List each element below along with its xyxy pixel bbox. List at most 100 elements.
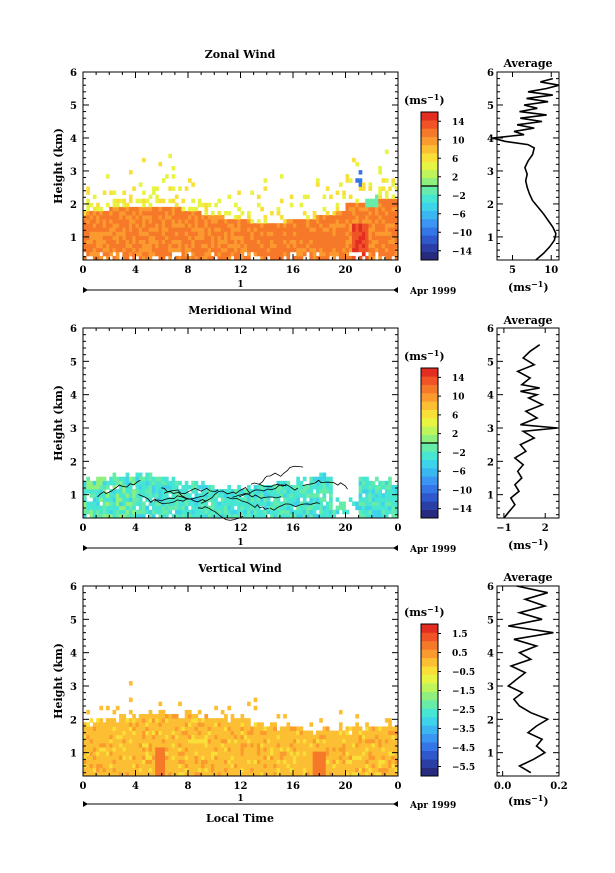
field-cell: [273, 493, 277, 498]
field-cell: [125, 501, 130, 507]
field-cell: [256, 239, 261, 245]
field-cell: [240, 497, 245, 502]
field-cell: [178, 231, 182, 236]
field-cell: [148, 755, 153, 760]
field-cell: [142, 738, 146, 744]
field-cell: [253, 501, 258, 507]
field-cell: [352, 767, 356, 773]
field-cell: [243, 247, 248, 253]
field-cell: [109, 722, 113, 727]
colorbar-label: 2: [452, 173, 458, 183]
field-cell: [96, 505, 100, 511]
field-cell: [210, 493, 215, 498]
field-cell: [296, 227, 300, 232]
field-cell: [384, 210, 389, 216]
field-cell: [115, 501, 120, 507]
field-cell: [224, 738, 228, 744]
field-cell: [181, 742, 186, 748]
field-cell: [394, 767, 399, 773]
field-cell: [348, 738, 353, 744]
field-cell: [142, 718, 146, 723]
field-cell: [105, 738, 110, 744]
colorbar-swatch: [421, 649, 438, 659]
field-cell: [325, 513, 330, 519]
field-cell: [394, 751, 399, 756]
field-cell: [315, 243, 320, 249]
field-cell: [240, 210, 245, 216]
field-cell: [214, 763, 218, 769]
field-cell: [240, 489, 245, 494]
field-cell: [309, 767, 314, 773]
field-cell: [299, 755, 304, 760]
field-cell: [391, 509, 396, 515]
x-tick-label: 0: [80, 265, 87, 276]
field-cell: [270, 755, 274, 760]
field-cell: [181, 726, 186, 731]
field-cell: [394, 742, 399, 748]
field-cell: [171, 484, 176, 490]
field-cell: [296, 742, 300, 748]
field-cell: [115, 227, 120, 232]
field-cell: [325, 747, 330, 752]
field-cell: [168, 505, 172, 511]
unit-close: ): [543, 539, 548, 552]
field-cell: [299, 759, 304, 765]
field-cell: [394, 219, 399, 224]
field-cell: [263, 215, 268, 220]
field-cell: [270, 763, 274, 769]
field-cell: [368, 227, 373, 232]
field-cell: [233, 742, 238, 748]
field-cell: [145, 206, 150, 212]
field-cell: [214, 247, 218, 253]
field-cell: [181, 255, 186, 261]
field-cell: [378, 227, 382, 232]
contour-line: [232, 493, 282, 499]
field-cell: [174, 247, 179, 253]
field-cell: [155, 497, 159, 502]
field-cell: [381, 734, 386, 740]
field-cell: [125, 718, 130, 723]
field-cell: [135, 726, 140, 731]
field-cell: [158, 767, 163, 773]
field-cell: [276, 747, 281, 752]
y-tick-label: 1: [70, 491, 77, 502]
field-cell: [381, 755, 386, 760]
x-tick-label: 8: [185, 781, 192, 792]
field-cell: [96, 243, 100, 249]
field-cell: [220, 243, 225, 249]
field-cell: [378, 763, 382, 769]
field-cell: [319, 738, 323, 744]
field-cell: [99, 484, 104, 490]
field-cell: [125, 747, 130, 752]
field-cell: [119, 476, 123, 482]
field-cell: [299, 726, 304, 731]
field-cell: [210, 742, 215, 748]
field-cell: [384, 505, 389, 511]
field-cell: [391, 513, 396, 519]
field-cell: [115, 215, 120, 220]
field-cell: [325, 505, 330, 511]
field-cell: [165, 759, 169, 765]
field-cell: [188, 227, 192, 232]
day-label: 1: [237, 538, 243, 548]
field-cell: [210, 747, 215, 752]
field-cell: [201, 480, 205, 486]
colorbar-swatch: [421, 632, 438, 642]
field-cell: [371, 738, 376, 744]
field-cell: [151, 738, 156, 744]
field-cell: [151, 484, 156, 490]
field-cell: [233, 509, 238, 515]
unit-open: (ms: [508, 795, 531, 808]
colorbar-swatch: [421, 624, 438, 633]
field-cell: [240, 714, 245, 719]
field-cell: [158, 239, 163, 245]
field-cell: [230, 489, 235, 494]
field-cell: [128, 497, 133, 502]
field-cell: [352, 202, 356, 208]
field-cell: [312, 247, 317, 253]
field-cell: [388, 219, 392, 224]
field-cell: [352, 215, 356, 220]
field-cell: [286, 484, 291, 490]
field-cell: [214, 751, 218, 756]
field-cell: [194, 251, 199, 257]
